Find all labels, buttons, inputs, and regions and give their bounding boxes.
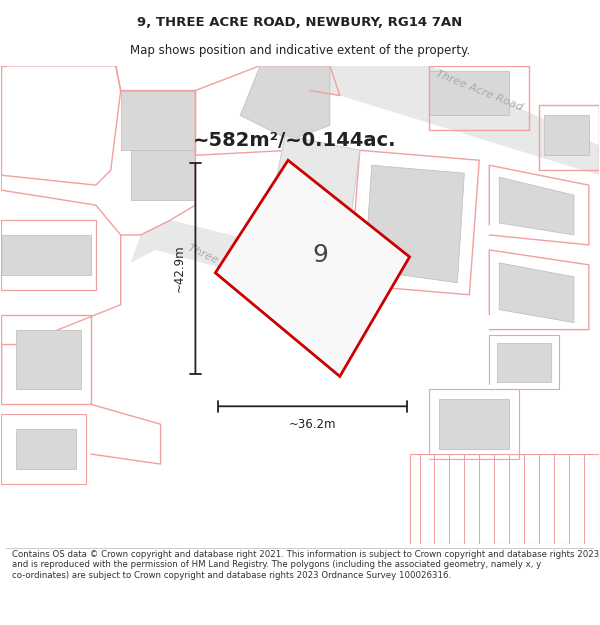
- Text: Three Acre Road: Three Acre Road: [186, 242, 274, 291]
- Polygon shape: [365, 165, 464, 282]
- Text: 9: 9: [312, 243, 328, 267]
- Polygon shape: [310, 66, 599, 175]
- Polygon shape: [270, 136, 360, 225]
- Polygon shape: [544, 116, 589, 155]
- Polygon shape: [430, 71, 509, 116]
- Text: 9, THREE ACRE ROAD, NEWBURY, RG14 7AN: 9, THREE ACRE ROAD, NEWBURY, RG14 7AN: [137, 16, 463, 29]
- Polygon shape: [131, 150, 196, 200]
- Polygon shape: [499, 177, 574, 235]
- Polygon shape: [16, 429, 76, 469]
- Text: Three Acre Road: Three Acre Road: [434, 69, 524, 112]
- Text: ~36.2m: ~36.2m: [289, 418, 336, 431]
- Polygon shape: [240, 66, 330, 141]
- Text: Contains OS data © Crown copyright and database right 2021. This information is : Contains OS data © Crown copyright and d…: [12, 550, 599, 580]
- Polygon shape: [1, 235, 91, 275]
- Polygon shape: [131, 220, 360, 304]
- Polygon shape: [439, 399, 509, 449]
- Text: Map shows position and indicative extent of the property.: Map shows position and indicative extent…: [130, 44, 470, 57]
- Polygon shape: [215, 160, 410, 376]
- Polygon shape: [265, 225, 350, 290]
- Polygon shape: [121, 91, 196, 150]
- Text: ~582m²/~0.144ac.: ~582m²/~0.144ac.: [193, 131, 397, 150]
- Polygon shape: [499, 263, 574, 322]
- Polygon shape: [497, 342, 551, 382]
- Polygon shape: [16, 329, 81, 389]
- Text: ~42.9m: ~42.9m: [172, 244, 185, 292]
